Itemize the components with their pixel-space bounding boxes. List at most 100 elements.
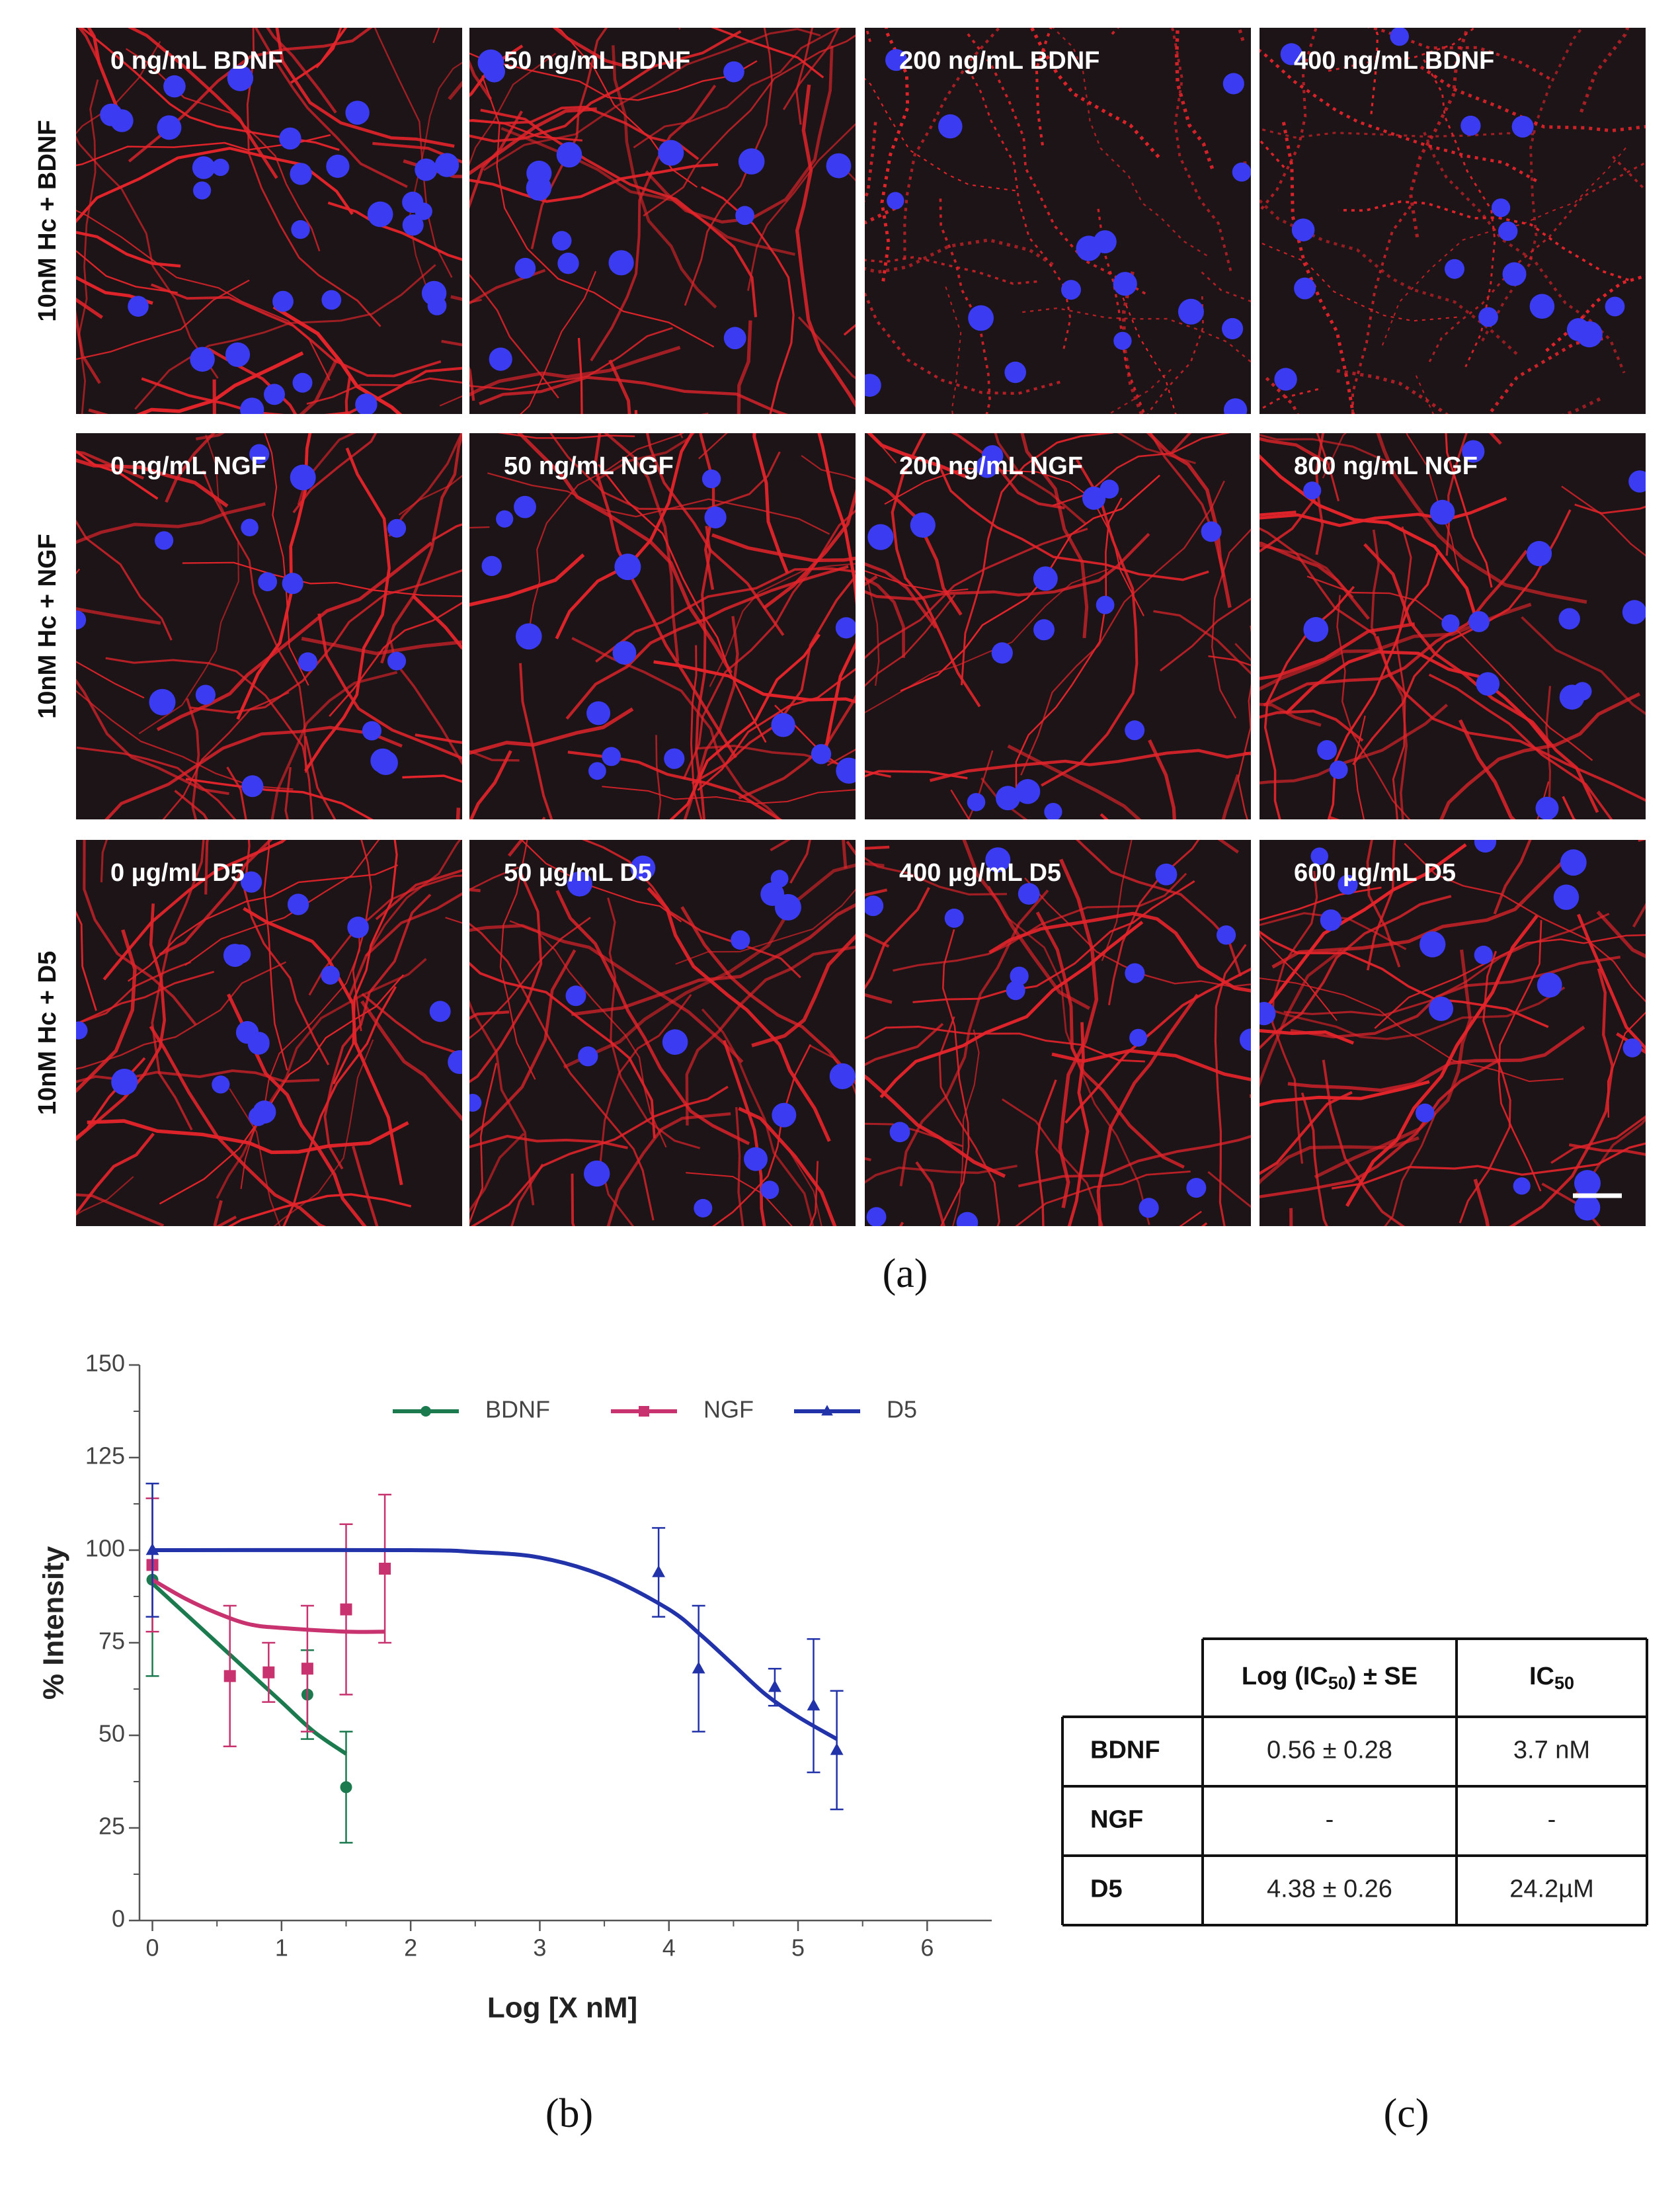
series	[146, 1483, 844, 1809]
nucleus	[1317, 740, 1337, 760]
nucleus	[826, 153, 852, 179]
nucleus	[1201, 521, 1222, 542]
image-label: 400 µg/mL D5	[899, 859, 1061, 887]
nucleus	[264, 384, 285, 405]
image-label: 0 ng/mL BDNF	[110, 47, 283, 75]
nucleus	[1416, 1104, 1435, 1123]
neurite	[992, 1223, 1207, 1436]
nucleus	[566, 985, 586, 1006]
nucleus	[694, 1199, 712, 1218]
neurite	[1039, 1212, 1201, 1446]
image-label: 200 ng/mL NGF	[899, 452, 1083, 480]
nucleus	[1445, 259, 1464, 279]
nucleus	[212, 159, 229, 176]
nucleus	[938, 114, 963, 139]
nucleus	[1004, 362, 1026, 384]
nucleus	[1006, 981, 1025, 1000]
row-header: BDNF	[1090, 1737, 1160, 1764]
nucleus	[1033, 619, 1055, 640]
nucleus	[1513, 1177, 1531, 1194]
nucleus	[1554, 885, 1579, 910]
nucleus	[609, 250, 634, 275]
caption: (b)	[545, 2091, 593, 2136]
nucleus	[415, 159, 437, 181]
nucleus	[945, 909, 964, 928]
image-label: 50 ng/mL NGF	[504, 452, 674, 480]
nucleus	[1474, 831, 1496, 852]
nucleus	[482, 556, 502, 576]
cell: -	[1548, 1806, 1556, 1834]
marker	[379, 1563, 391, 1575]
header-text: Log (IC	[1242, 1663, 1328, 1690]
marker	[262, 1667, 274, 1678]
nucleus	[355, 393, 377, 415]
row-label: 10nM Hc + BDNF	[34, 120, 61, 321]
column-header: Log (IC50) ± SE	[1242, 1663, 1418, 1693]
nucleus	[1492, 198, 1510, 217]
nucleus	[288, 893, 309, 915]
header-text: IC	[1529, 1663, 1554, 1690]
nucleus	[724, 327, 746, 349]
nucleus	[731, 930, 750, 950]
nucleus	[1527, 541, 1552, 566]
nucleus	[1061, 280, 1081, 300]
y-axis-label: % Intensity	[38, 1546, 70, 1700]
nucleus	[771, 870, 789, 888]
image-label: 50 µg/mL D5	[504, 859, 652, 887]
nucleus	[478, 50, 504, 76]
nucleus	[111, 1069, 138, 1095]
nucleus	[613, 641, 637, 665]
nucleus	[702, 470, 721, 488]
micrograph-background	[76, 840, 462, 1226]
fit-curve	[153, 1550, 837, 1739]
marker	[224, 1670, 236, 1682]
marker	[420, 1406, 431, 1417]
nucleus	[588, 762, 606, 780]
nucleus	[1320, 909, 1342, 931]
neurite	[215, 1200, 268, 1563]
header-text: ) ± SE	[1348, 1663, 1418, 1690]
series	[146, 1483, 353, 1842]
nucleus	[836, 617, 857, 638]
marker	[639, 1406, 649, 1417]
marker	[340, 1604, 352, 1616]
nucleus	[735, 206, 754, 225]
nucleus	[321, 290, 341, 310]
nucleus	[1125, 720, 1144, 740]
nucleus	[867, 524, 893, 550]
nucleus	[658, 140, 684, 166]
nucleus	[326, 155, 349, 178]
nucleus	[723, 62, 744, 83]
x-axis-label: Log [X nM]	[487, 1992, 637, 2024]
y-tick-label: 0	[112, 1905, 125, 1932]
row-header: D5	[1090, 1876, 1123, 1903]
nucleus	[1628, 470, 1651, 493]
nucleus	[968, 306, 994, 331]
neurite	[515, 0, 680, 30]
marker	[301, 1663, 313, 1674]
caption: (c)	[1384, 2091, 1429, 2136]
nucleus	[858, 374, 881, 397]
nucleus	[1605, 297, 1625, 317]
nucleus	[1330, 761, 1348, 779]
nucleus	[67, 610, 87, 630]
nucleus	[1537, 973, 1562, 998]
column-header: IC50	[1529, 1663, 1574, 1693]
nucleus	[345, 101, 369, 124]
nucleus	[155, 531, 173, 550]
nucleus	[110, 109, 134, 132]
nucleus	[1460, 116, 1480, 136]
nucleus	[1292, 218, 1315, 241]
image-label: 200 ng/mL BDNF	[899, 47, 1100, 75]
nucleus	[157, 115, 181, 140]
nucleus	[347, 917, 369, 938]
nucleus	[428, 296, 447, 315]
nucleus	[514, 496, 536, 518]
nucleus	[272, 291, 294, 312]
cell: 4.38 ± 0.26	[1267, 1876, 1392, 1903]
nucleus	[1113, 272, 1137, 296]
